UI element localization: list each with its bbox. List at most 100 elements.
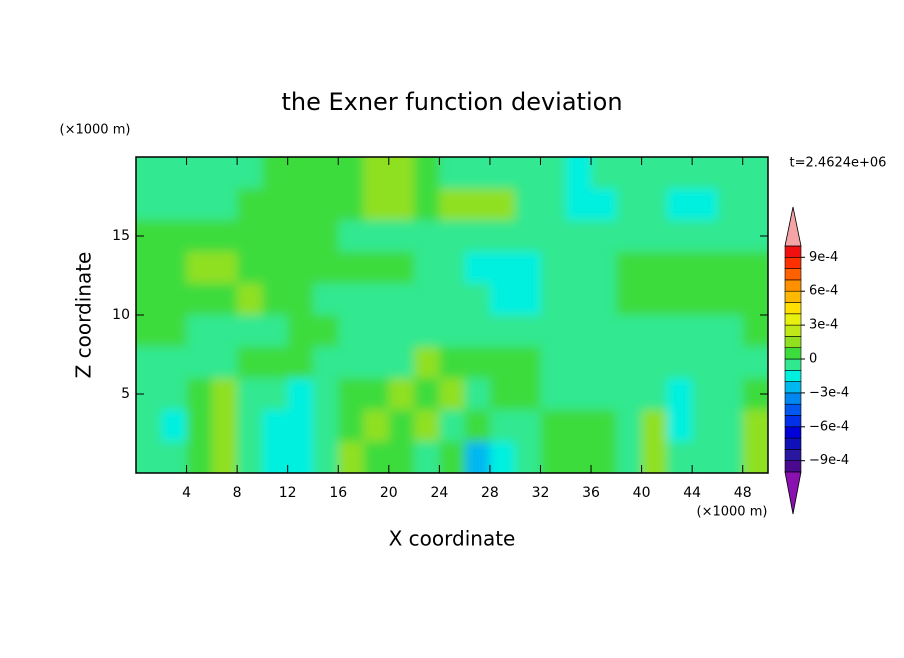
contour-cell	[388, 409, 415, 442]
contour-cell	[287, 283, 314, 316]
contour-cell	[414, 409, 440, 442]
contour-cell	[414, 346, 440, 379]
contour-cell	[186, 378, 213, 411]
contour-cell	[388, 441, 415, 473]
contour-cell	[211, 220, 238, 253]
contour-cell	[540, 157, 567, 190]
contour-cell	[186, 188, 213, 221]
colorbar-band	[784, 449, 802, 461]
contour-cell	[464, 283, 491, 316]
contour-cell	[363, 378, 390, 411]
colorbar-band	[784, 369, 802, 382]
contour-cell	[338, 378, 365, 411]
contour-cell	[666, 220, 693, 253]
contour-cell	[591, 378, 617, 411]
contour-cell	[136, 346, 162, 379]
colorbar-tick-label: 0	[809, 352, 817, 367]
contour-field	[136, 157, 768, 473]
contour-cell	[489, 157, 516, 190]
contour-cell	[540, 188, 567, 221]
contour-cell	[641, 409, 668, 442]
colorbar-band	[784, 347, 802, 360]
contour-cell	[186, 157, 213, 190]
contour-cell	[591, 346, 617, 379]
contour-cell	[186, 283, 213, 316]
contour-cell	[464, 157, 491, 190]
colorbar-under	[784, 471, 802, 515]
x-tick-label: 16	[329, 485, 347, 501]
contour-cell	[211, 315, 238, 348]
contour-cell	[565, 441, 592, 473]
contour-cell	[717, 409, 744, 442]
contour-cell	[287, 409, 314, 442]
contour-cell	[540, 315, 567, 348]
contour-cell	[742, 409, 768, 442]
contour-cell	[616, 283, 643, 316]
contour-cell	[136, 283, 162, 316]
contour-cell	[591, 251, 617, 284]
contour-cell	[742, 251, 768, 284]
contour-cell	[439, 378, 466, 411]
contour-cell	[161, 378, 188, 411]
contour-cell	[287, 315, 314, 348]
colorbar-band	[784, 313, 802, 326]
contour-cell	[616, 188, 643, 221]
contour-cell	[262, 315, 289, 348]
colorbar-band	[784, 279, 802, 292]
contour-cell	[666, 188, 693, 221]
contour-cell	[515, 346, 542, 379]
contour-cell	[237, 188, 263, 221]
colorbar-band	[784, 426, 802, 439]
contour-cell	[742, 441, 768, 473]
contour-cell	[515, 188, 542, 221]
contour-cell	[515, 251, 542, 284]
contour-cell	[489, 283, 516, 316]
contour-cell	[616, 441, 643, 473]
contour-cell	[489, 409, 516, 442]
contour-cell	[388, 346, 415, 379]
contour-cell	[161, 315, 188, 348]
contour-cell	[363, 346, 390, 379]
contour-cell	[338, 283, 365, 316]
contour-cell	[414, 315, 440, 348]
contour-cell	[136, 441, 162, 473]
contour-cell	[363, 251, 390, 284]
contour-cell	[692, 378, 719, 411]
contour-cell	[136, 157, 162, 190]
contour-cell	[312, 409, 339, 442]
contour-cell	[692, 346, 719, 379]
contour-cell	[565, 346, 592, 379]
contour-cell	[489, 378, 516, 411]
contour-cell	[515, 409, 542, 442]
contour-cell	[338, 251, 365, 284]
time-label: t=2.4624e+06	[790, 156, 887, 171]
contour-cell	[439, 441, 466, 473]
contour-cell	[363, 315, 390, 348]
contour-cell	[211, 157, 238, 190]
contour-cell	[616, 220, 643, 253]
contour-cell	[363, 157, 390, 190]
contour-cell	[489, 220, 516, 253]
colorbar-band	[784, 403, 802, 416]
colorbar-band	[784, 336, 802, 348]
contour-cell	[742, 157, 768, 190]
contour-cell	[312, 283, 339, 316]
contour-cell	[692, 283, 719, 316]
contour-cell	[439, 409, 466, 442]
contour-cell	[338, 441, 365, 473]
colorbar-tick-label: 9e-4	[809, 250, 838, 265]
contour-cell	[666, 251, 693, 284]
contour-cell	[312, 251, 339, 284]
contour-cell	[237, 378, 263, 411]
contour-cell	[237, 315, 263, 348]
contour-cell	[211, 188, 238, 221]
contour-cell	[742, 283, 768, 316]
contour-cell	[464, 220, 491, 253]
contour-cell	[237, 441, 263, 473]
contour-cell	[489, 315, 516, 348]
contour-cell	[312, 378, 339, 411]
contour-cell	[666, 409, 693, 442]
contour-cell	[262, 188, 289, 221]
contour-cell	[540, 283, 567, 316]
contour-cell	[742, 315, 768, 348]
